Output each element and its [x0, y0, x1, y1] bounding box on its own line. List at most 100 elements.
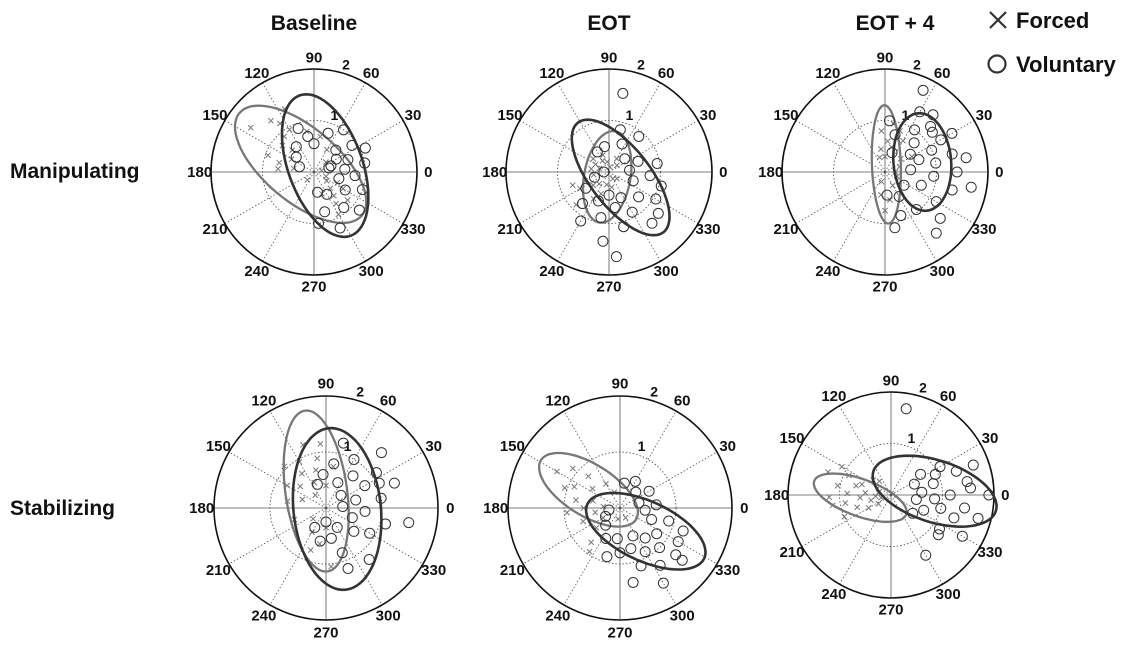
- angle-tick-label-180: 180: [758, 164, 783, 181]
- angle-tick-label-270: 270: [607, 624, 632, 641]
- angle-tick-label-330: 330: [421, 562, 446, 579]
- voluntary-point: [927, 478, 939, 490]
- angle-tick-label-90: 90: [318, 376, 335, 393]
- voluntary-point: [618, 221, 630, 233]
- angle-tick-label-150: 150: [497, 107, 522, 124]
- row-label-stabilizing: Stabilizing: [10, 497, 115, 520]
- forced-point: [275, 165, 282, 172]
- forced-point: [571, 483, 578, 490]
- angle-tick-label-180: 180: [482, 164, 507, 181]
- forced-point: [826, 494, 833, 501]
- voluntary-point: [881, 189, 893, 201]
- voluntary-point: [337, 501, 349, 513]
- spoke-210: [522, 507, 621, 565]
- voluntary-point: [639, 532, 651, 544]
- angle-tick-label-0: 0: [719, 164, 727, 181]
- forced-point: [834, 482, 841, 489]
- voluntary-point: [616, 138, 628, 150]
- radial-tick-label-1: 1: [908, 430, 916, 446]
- voluntary-point: [643, 485, 655, 497]
- voluntary-point: [948, 512, 960, 524]
- voluntary-point: [654, 559, 666, 571]
- radial-tick-label-1: 1: [638, 438, 646, 454]
- voluntary-point: [646, 513, 658, 525]
- angle-tick-label-210: 210: [202, 221, 227, 238]
- forced-point: [572, 497, 579, 504]
- voluntary-point: [615, 192, 627, 204]
- polar-plot-stabilizing-eot: 0 30 60 90 120 150 180 210 240 270 300 330 1 2: [483, 376, 748, 642]
- voluntary-point: [633, 130, 645, 142]
- voluntary-point: [363, 553, 375, 565]
- angle-tick-label-240: 240: [821, 586, 846, 603]
- voluntary-point: [627, 175, 639, 187]
- voluntary-point: [629, 475, 641, 487]
- voluntary-point: [910, 493, 922, 505]
- legend: Forced Voluntary: [987, 8, 1117, 77]
- forced-point: [335, 211, 342, 218]
- spoke-30: [325, 451, 424, 509]
- voluntary-point: [322, 127, 334, 139]
- angle-tick-label-0: 0: [446, 500, 454, 517]
- voluntary-point: [944, 489, 956, 501]
- voluntary-point: [599, 141, 611, 153]
- voluntary-point: [312, 217, 324, 229]
- voluntary-point: [657, 577, 669, 589]
- voluntary-ellipse: [291, 426, 383, 592]
- forced-point: [844, 490, 851, 497]
- radial-tick-label-2: 2: [342, 57, 350, 73]
- voluntary-point: [951, 166, 963, 178]
- forced-point: [865, 504, 872, 511]
- voluntary-point: [336, 547, 348, 559]
- angle-tick-label-0: 0: [740, 500, 748, 517]
- forced-point: [884, 138, 891, 145]
- voluntary-point: [624, 164, 636, 176]
- voluntary-point: [676, 554, 688, 566]
- voluntary-legend-label: Voluntary: [1016, 52, 1117, 77]
- spoke-150: [522, 451, 621, 509]
- spoke-60: [325, 410, 383, 509]
- forced-point: [862, 489, 869, 496]
- voluntary-point: [331, 521, 343, 533]
- angle-tick-label-240: 240: [244, 263, 269, 280]
- forced-point: [588, 539, 595, 546]
- voluntary-point: [609, 202, 621, 214]
- voluntary-point: [375, 492, 387, 504]
- angle-tick-label-120: 120: [815, 65, 840, 82]
- voluntary-point: [960, 152, 972, 164]
- forced-ellipse: [233, 104, 368, 225]
- voluntary-point: [591, 146, 603, 158]
- voluntary-point: [575, 215, 587, 227]
- forced-point: [328, 563, 335, 570]
- angle-tick-label-300: 300: [654, 263, 679, 280]
- voluntary-point: [314, 535, 326, 547]
- voluntary-point: [632, 155, 644, 167]
- forced-point: [872, 493, 879, 500]
- voluntary-point: [650, 193, 662, 205]
- angle-tick-label-180: 180: [764, 487, 789, 504]
- voluntary-point: [908, 478, 920, 490]
- forced-point: [265, 152, 271, 159]
- forced-point: [317, 133, 324, 140]
- voluntary-point: [349, 170, 361, 182]
- forced-point: [622, 514, 629, 521]
- voluntary-point: [905, 164, 917, 176]
- forced-point: [900, 137, 906, 144]
- voluntary-point: [328, 458, 340, 470]
- forced-point: [322, 159, 329, 166]
- forced-point: [604, 158, 611, 165]
- spoke-120: [839, 405, 892, 496]
- angle-tick-label-270: 270: [878, 601, 903, 618]
- forced-point: [886, 196, 893, 203]
- voluntary-point: [904, 148, 916, 160]
- polar-plot-stabilizing-eot-4: 0 30 60 90 120 150 180 210 240 270 300 330 1 2: [764, 373, 1009, 619]
- angle-tick-label-30: 30: [976, 107, 993, 124]
- voluntary-ellipse: [871, 454, 998, 529]
- voluntary-point: [635, 560, 647, 572]
- voluntary-point: [337, 437, 349, 449]
- voluntary-point: [323, 162, 335, 174]
- forced-point: [825, 469, 832, 476]
- angle-tick-label-60: 60: [674, 392, 691, 409]
- forced-point: [896, 163, 903, 170]
- angle-tick-label-60: 60: [940, 388, 957, 405]
